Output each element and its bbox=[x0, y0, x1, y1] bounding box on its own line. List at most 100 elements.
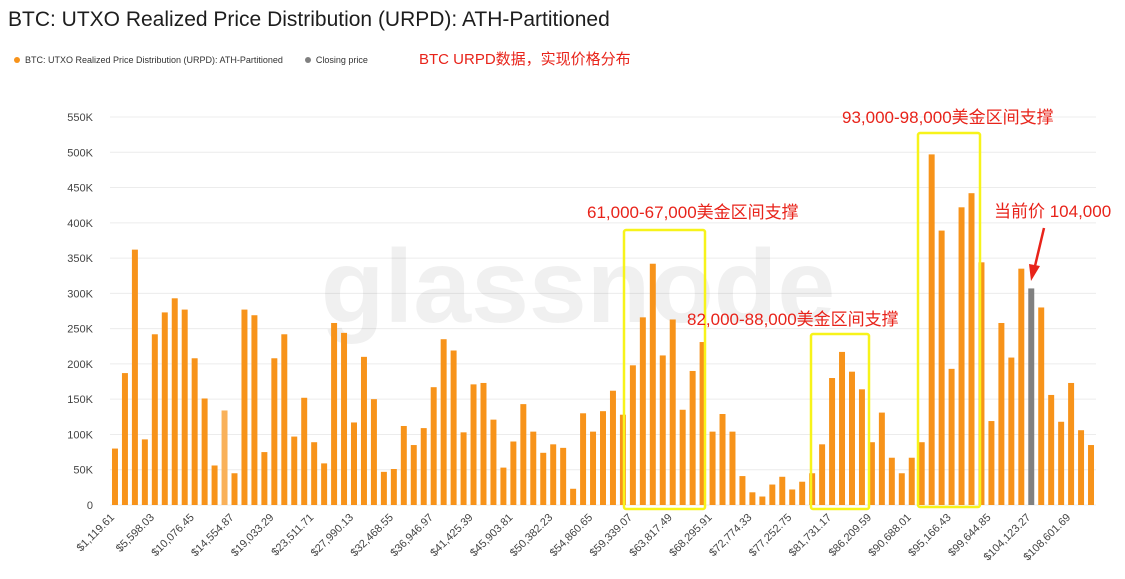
bar[interactable] bbox=[271, 358, 278, 505]
bar[interactable] bbox=[679, 409, 686, 505]
bar[interactable] bbox=[360, 356, 367, 505]
bar[interactable] bbox=[530, 431, 537, 505]
bar[interactable] bbox=[709, 431, 716, 505]
bar[interactable] bbox=[938, 230, 945, 505]
bar[interactable] bbox=[819, 444, 826, 505]
bar[interactable] bbox=[560, 447, 567, 505]
bar[interactable] bbox=[609, 390, 616, 505]
bar[interactable] bbox=[460, 432, 467, 505]
bar[interactable] bbox=[699, 342, 706, 505]
legend-item-closing-price[interactable]: Closing price bbox=[304, 55, 368, 65]
bar[interactable] bbox=[550, 444, 557, 505]
bar[interactable] bbox=[659, 355, 666, 505]
bar[interactable] bbox=[420, 428, 427, 505]
bar[interactable] bbox=[211, 465, 218, 505]
bar[interactable] bbox=[918, 442, 925, 505]
bar[interactable] bbox=[858, 389, 865, 505]
bar[interactable] bbox=[888, 457, 895, 505]
bar[interactable] bbox=[191, 358, 198, 505]
bar[interactable] bbox=[958, 207, 965, 506]
bar[interactable] bbox=[341, 332, 348, 505]
bar[interactable] bbox=[689, 370, 696, 505]
bar[interactable] bbox=[430, 387, 437, 505]
closing-price-bar[interactable] bbox=[1028, 288, 1035, 505]
bar[interactable] bbox=[968, 193, 975, 505]
bar[interactable] bbox=[111, 448, 118, 505]
bar[interactable] bbox=[470, 384, 477, 505]
bar[interactable] bbox=[719, 414, 726, 505]
bar[interactable] bbox=[510, 441, 517, 505]
bar[interactable] bbox=[181, 309, 188, 505]
bar[interactable] bbox=[908, 457, 915, 505]
bar[interactable] bbox=[480, 382, 487, 505]
bar[interactable] bbox=[301, 397, 308, 505]
bar[interactable] bbox=[988, 421, 995, 505]
bar[interactable] bbox=[829, 378, 836, 505]
bar[interactable] bbox=[351, 422, 357, 505]
bar[interactable] bbox=[201, 398, 208, 505]
bar[interactable] bbox=[1038, 307, 1045, 505]
bar[interactable] bbox=[928, 154, 935, 505]
bar[interactable] bbox=[580, 413, 587, 505]
bar[interactable] bbox=[898, 473, 905, 505]
bar[interactable] bbox=[729, 431, 736, 505]
bar[interactable] bbox=[450, 350, 457, 505]
bar[interactable] bbox=[171, 298, 178, 505]
bar[interactable] bbox=[1018, 268, 1025, 505]
bar[interactable] bbox=[868, 442, 875, 505]
bar[interactable] bbox=[161, 312, 168, 505]
bar[interactable] bbox=[390, 469, 397, 505]
bar[interactable] bbox=[400, 425, 407, 505]
bar[interactable] bbox=[849, 371, 855, 505]
bar[interactable] bbox=[799, 481, 806, 505]
bar[interactable] bbox=[291, 436, 298, 505]
bar[interactable] bbox=[281, 334, 288, 505]
bar[interactable] bbox=[600, 411, 606, 505]
bar[interactable] bbox=[629, 365, 636, 505]
bar[interactable] bbox=[141, 439, 148, 505]
bar[interactable] bbox=[779, 476, 786, 505]
bar[interactable] bbox=[1088, 445, 1095, 505]
bar[interactable] bbox=[241, 309, 248, 505]
bar[interactable] bbox=[490, 419, 497, 505]
bar[interactable] bbox=[789, 489, 796, 505]
bar[interactable] bbox=[590, 431, 597, 505]
bar[interactable] bbox=[739, 476, 746, 505]
bar[interactable] bbox=[520, 404, 527, 505]
bar[interactable] bbox=[500, 467, 507, 505]
bar[interactable] bbox=[649, 263, 656, 505]
bar[interactable] bbox=[261, 452, 268, 505]
bar[interactable] bbox=[251, 315, 258, 505]
bar[interactable] bbox=[978, 262, 985, 505]
bar[interactable] bbox=[669, 319, 676, 505]
bar[interactable] bbox=[380, 471, 387, 505]
legend-item-urpd[interactable]: BTC: UTXO Realized Price Distribution (U… bbox=[14, 55, 283, 65]
bar[interactable] bbox=[151, 334, 158, 505]
bar[interactable] bbox=[1008, 357, 1015, 505]
bar[interactable] bbox=[878, 412, 885, 505]
bar[interactable] bbox=[321, 463, 328, 505]
bar[interactable] bbox=[440, 339, 447, 505]
bar[interactable] bbox=[570, 488, 577, 505]
bar[interactable] bbox=[998, 322, 1005, 505]
bar[interactable] bbox=[1078, 430, 1085, 505]
bar[interactable] bbox=[1068, 382, 1075, 505]
bar[interactable] bbox=[311, 442, 318, 505]
bar[interactable] bbox=[948, 368, 955, 505]
bar[interactable] bbox=[769, 484, 776, 505]
bar[interactable] bbox=[839, 351, 846, 505]
bar[interactable] bbox=[540, 452, 547, 505]
bar[interactable] bbox=[410, 445, 417, 505]
bar[interactable] bbox=[121, 373, 128, 505]
bar[interactable] bbox=[639, 317, 646, 505]
bar[interactable] bbox=[1058, 421, 1065, 505]
bar[interactable] bbox=[749, 492, 756, 505]
bar[interactable] bbox=[370, 399, 377, 505]
bar[interactable] bbox=[131, 249, 138, 505]
bar[interactable] bbox=[231, 473, 238, 505]
bar[interactable] bbox=[331, 322, 338, 505]
bar[interactable] bbox=[221, 410, 228, 505]
bar[interactable] bbox=[759, 496, 766, 505]
bar[interactable] bbox=[1048, 394, 1055, 505]
